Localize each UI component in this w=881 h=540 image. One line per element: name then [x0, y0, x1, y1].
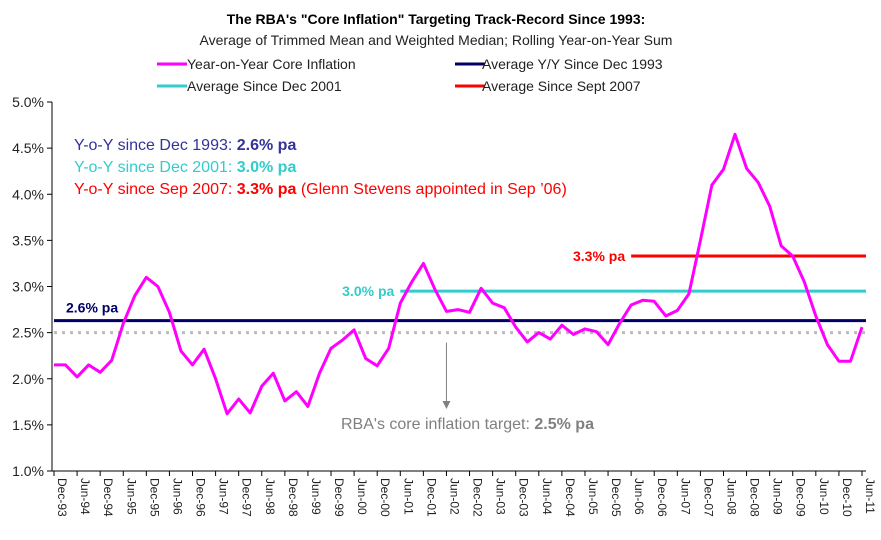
x-tick-label: Jun-94	[78, 478, 92, 515]
annotation-1993-text: Y-o-Y since Dec 1993:	[74, 137, 237, 154]
x-tick-label: Dec-94	[101, 478, 115, 517]
legend-label-avg1993: Average Y/Y Since Dec 1993	[482, 56, 663, 72]
annotation-2001-value: 3.0% pa	[237, 159, 297, 176]
x-tick-label: Dec-95	[147, 478, 161, 517]
x-tick-label: Jun-06	[632, 478, 646, 515]
annotation-2007-note: (Glenn Stevens appointed in Sep ’06)	[296, 181, 566, 198]
annotation-2001: Y-o-Y since Dec 2001: 3.0% pa	[74, 159, 296, 176]
x-tick-label: Jun-04	[540, 478, 554, 515]
x-tick-label: Jun-08	[724, 478, 738, 515]
x-tick-label: Jun-07	[678, 478, 692, 515]
x-tick-label: Dec-06	[655, 478, 669, 517]
x-tick-label: Dec-99	[332, 478, 346, 517]
x-tick-label: Dec-97	[240, 478, 254, 517]
x-tick-label: Jun-99	[309, 478, 323, 515]
x-tick-label: Dec-03	[517, 478, 531, 517]
x-tick-label: Jun-98	[263, 478, 277, 515]
x-tick-label: Dec-98	[286, 478, 300, 517]
y-tick-label: 2.5%	[12, 325, 44, 341]
x-tick-label: Dec-05	[609, 478, 623, 517]
x-tick-label: Dec-02	[471, 478, 485, 517]
target-annotation: RBA's core inflation target: 2.5% pa	[341, 342, 594, 433]
x-tick-label: Dec-96	[194, 478, 208, 517]
x-tick-label: Dec-07	[701, 478, 715, 517]
x-tick-label: Jun-10	[817, 478, 831, 515]
annotation-1993-value: 2.6% pa	[237, 137, 297, 154]
x-tick-label: Jun-97	[217, 478, 231, 515]
y-tick-label: 4.5%	[12, 140, 44, 156]
y-tick-label: 3.5%	[12, 232, 44, 248]
annotation-2007: Y-o-Y since Sep 2007: 3.3% pa (Glenn Ste…	[74, 181, 567, 198]
x-tick-label: Jun-11	[863, 478, 877, 514]
x-tick-label: Jun-03	[494, 478, 508, 515]
legend-label-avg2001: Average Since Dec 2001	[187, 78, 342, 94]
target-label-value: 2.5% pa	[534, 416, 594, 433]
chart-subtitle: Average of Trimmed Mean and Weighted Med…	[200, 32, 673, 48]
annotation-1993: Y-o-Y since Dec 1993: 2.6% pa	[74, 137, 296, 154]
x-tick-label: Dec-00	[378, 478, 392, 517]
x-ticks: Dec-93 Jun-94 Dec-94 Jun-95 Dec-95 Jun-96 Dec-…	[53, 471, 877, 517]
x-tick-label: Dec-10	[840, 478, 854, 517]
x-tick-label: Jun-00	[355, 478, 369, 515]
y-tick-label: 1.5%	[12, 417, 44, 433]
legend-label-core: Year-on-Year Core Inflation	[187, 56, 356, 72]
label-avg-1993: 2.6% pa	[66, 300, 118, 316]
target-label-text: RBA's core inflation target:	[341, 416, 534, 433]
annotation-2007-value: 3.3% pa	[237, 181, 297, 198]
legend-label-avg2007: Average Since Sept 2007	[482, 78, 641, 94]
target-arrow-head	[442, 401, 451, 409]
chart-title: The RBA's "Core Inflation" Targeting Tra…	[227, 11, 646, 27]
x-tick-label: Jun-09	[771, 478, 785, 515]
x-tick-label: Dec-04	[563, 478, 577, 517]
annotation-2007-text: Y-o-Y since Sep 2007:	[74, 181, 237, 198]
x-tick-label: Jun-95	[124, 478, 138, 515]
series-layer	[54, 132, 864, 416]
label-avg-2001: 3.0% pa	[342, 283, 394, 299]
y-tick-label: 2.0%	[12, 371, 44, 387]
x-tick-label: Dec-93	[55, 478, 69, 517]
y-tick-label: 3.0%	[12, 279, 44, 295]
y-tick-label: 4.0%	[12, 186, 44, 202]
y-tick-label: 1.0%	[12, 463, 44, 479]
x-tick-label: Jun-96	[170, 478, 184, 515]
x-tick-label: Jun-02	[447, 478, 461, 515]
x-tick-label: Jun-05	[586, 478, 600, 515]
annotation-2001-text: Y-o-Y since Dec 2001:	[74, 159, 237, 176]
y-tick-label: 5.0%	[12, 94, 44, 110]
x-tick-label: Dec-08	[748, 478, 762, 517]
target-label: RBA's core inflation target: 2.5% pa	[341, 416, 594, 433]
y-ticks: 5.0% 4.5% 4.0% 3.5% 3.0% 2.5% 2.0% 1.5% 1.0%	[12, 94, 52, 479]
x-tick-label: Jun-01	[401, 478, 415, 515]
legend: Year-on-Year Core Inflation Average Y/Y …	[157, 56, 663, 94]
core-inflation-line	[54, 132, 864, 416]
label-avg-2007: 3.3% pa	[573, 248, 625, 264]
line-labels: 2.6% pa 3.0% pa 3.3% pa	[66, 248, 625, 316]
x-tick-label: Dec-09	[794, 478, 808, 517]
x-tick-label: Dec-01	[424, 478, 438, 517]
reference-lines	[54, 254, 866, 335]
